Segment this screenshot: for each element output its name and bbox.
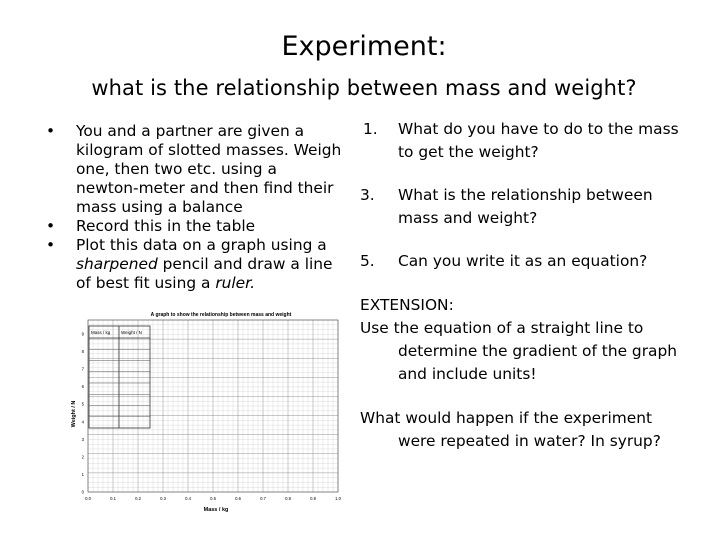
instructions-list: • You and a partner are given a kilogram…: [46, 122, 364, 293]
instruction-text: pencil and draw a line: [157, 255, 333, 273]
x-tick-label: 0.4: [185, 496, 191, 501]
data-table: Mass / kg Weight / N: [88, 325, 151, 429]
x-tick-label: 1.0: [335, 496, 341, 501]
graph-worksheet: A graph to show the relationship between…: [71, 312, 342, 513]
x-tick-label: 0.0: [85, 496, 91, 501]
page-subtitle: what is the relationship between mass an…: [91, 76, 637, 100]
followup-line: What would happen if the experiment: [360, 409, 653, 427]
y-tick-label: 7: [82, 367, 85, 372]
question-line: What do you have to do to the mass: [398, 120, 679, 138]
question-item: 1. What do you have to do to the mass to…: [360, 118, 710, 164]
y-tick-labels: 0 1 2 3 4 5 6 7 8 9: [82, 332, 85, 495]
y-tick-label: 9: [82, 332, 85, 337]
graph-grid: [87, 319, 339, 493]
questions-panel: 1. What do you have to do to the mass to…: [360, 118, 710, 453]
bullet-icon: •: [46, 122, 56, 140]
x-tick-label: 0.5: [210, 496, 216, 501]
x-tick-label: 0.3: [160, 496, 166, 501]
table-header-weight: Weight / N: [121, 330, 142, 335]
x-tick-label: 0.7: [260, 496, 266, 501]
question-line: to get the weight?: [398, 143, 539, 161]
emphasis-text: ruler.: [215, 274, 255, 292]
instruction-line: kilogram of slotted masses. Weigh: [76, 141, 342, 159]
graph-title: A graph to show the relationship between…: [151, 312, 292, 318]
y-axis-label: Weight / N: [71, 401, 77, 428]
y-tick-label: 2: [82, 454, 85, 459]
instruction-text: of best fit using a: [76, 274, 216, 292]
instruction-line: one, then two etc. using a: [76, 160, 277, 178]
x-tick-label: 0.2: [135, 496, 141, 501]
question-number: 5.: [360, 252, 375, 270]
question-line: mass and weight?: [398, 209, 538, 227]
y-tick-label: 1: [82, 472, 85, 477]
instruction-line: newton-meter and then find their: [76, 179, 334, 197]
x-tick-label: 0.6: [235, 496, 241, 501]
question-item: 3. What is the relationship between mass…: [360, 184, 710, 230]
instruction-item: • Plot this data on a graph using a shar…: [46, 236, 364, 293]
instruction-item: • You and a partner are given a kilogram…: [46, 122, 364, 217]
followup-line: were repeated in water? In syrup?: [398, 432, 661, 450]
y-tick-label: 0: [82, 490, 85, 495]
followup-question: What would happen if the experiment were…: [360, 407, 710, 453]
extension-label: EXTENSION:: [360, 296, 454, 314]
y-tick-label: 8: [82, 349, 85, 354]
y-tick-label: 3: [82, 437, 85, 442]
y-tick-label: 5: [82, 402, 85, 407]
y-tick-label: 4: [82, 419, 85, 424]
instruction-line: Plot this data on a graph using a: [76, 236, 327, 254]
instruction-line: Record this in the table: [76, 217, 256, 235]
bullet-icon: •: [46, 236, 56, 254]
extension-line: determine the gradient of the graph: [398, 342, 677, 360]
question-number: 3.: [360, 186, 375, 204]
emphasis-text: sharpened: [76, 255, 158, 273]
extension-text: Use the equation of a straight line to d…: [360, 317, 710, 386]
instruction-line: You and a partner are given a: [76, 122, 305, 140]
x-tick-label: 0.8: [285, 496, 291, 501]
extension-line: Use the equation of a straight line to: [360, 319, 644, 337]
x-tick-label: 0.1: [110, 496, 116, 501]
instruction-line: sharpened pencil and draw a line: [76, 255, 364, 274]
table-header-mass: Mass / kg: [91, 330, 111, 335]
x-axis-label: Mass / kg: [204, 507, 229, 513]
question-line: Can you write it as an equation?: [398, 252, 648, 270]
instruction-line: of best fit using a ruler.: [76, 274, 364, 293]
page-title: Experiment:: [281, 31, 447, 62]
question-number: 1.: [363, 120, 378, 138]
bullet-icon: •: [46, 217, 56, 235]
instruction-line: mass using a balance: [76, 198, 243, 216]
x-tick-labels: 0.0 0.1 0.2 0.3 0.4 0.5 0.6 0.7 0.8 0.9 1.0: [85, 496, 341, 501]
extension-line: and include units!: [398, 365, 537, 383]
instruction-item: • Record this in the table: [46, 217, 364, 236]
question-line: What is the relationship between: [398, 186, 653, 204]
question-item: 5. Can you write it as an equation?: [360, 250, 710, 273]
y-tick-label: 6: [82, 384, 85, 389]
x-tick-label: 0.9: [310, 496, 316, 501]
